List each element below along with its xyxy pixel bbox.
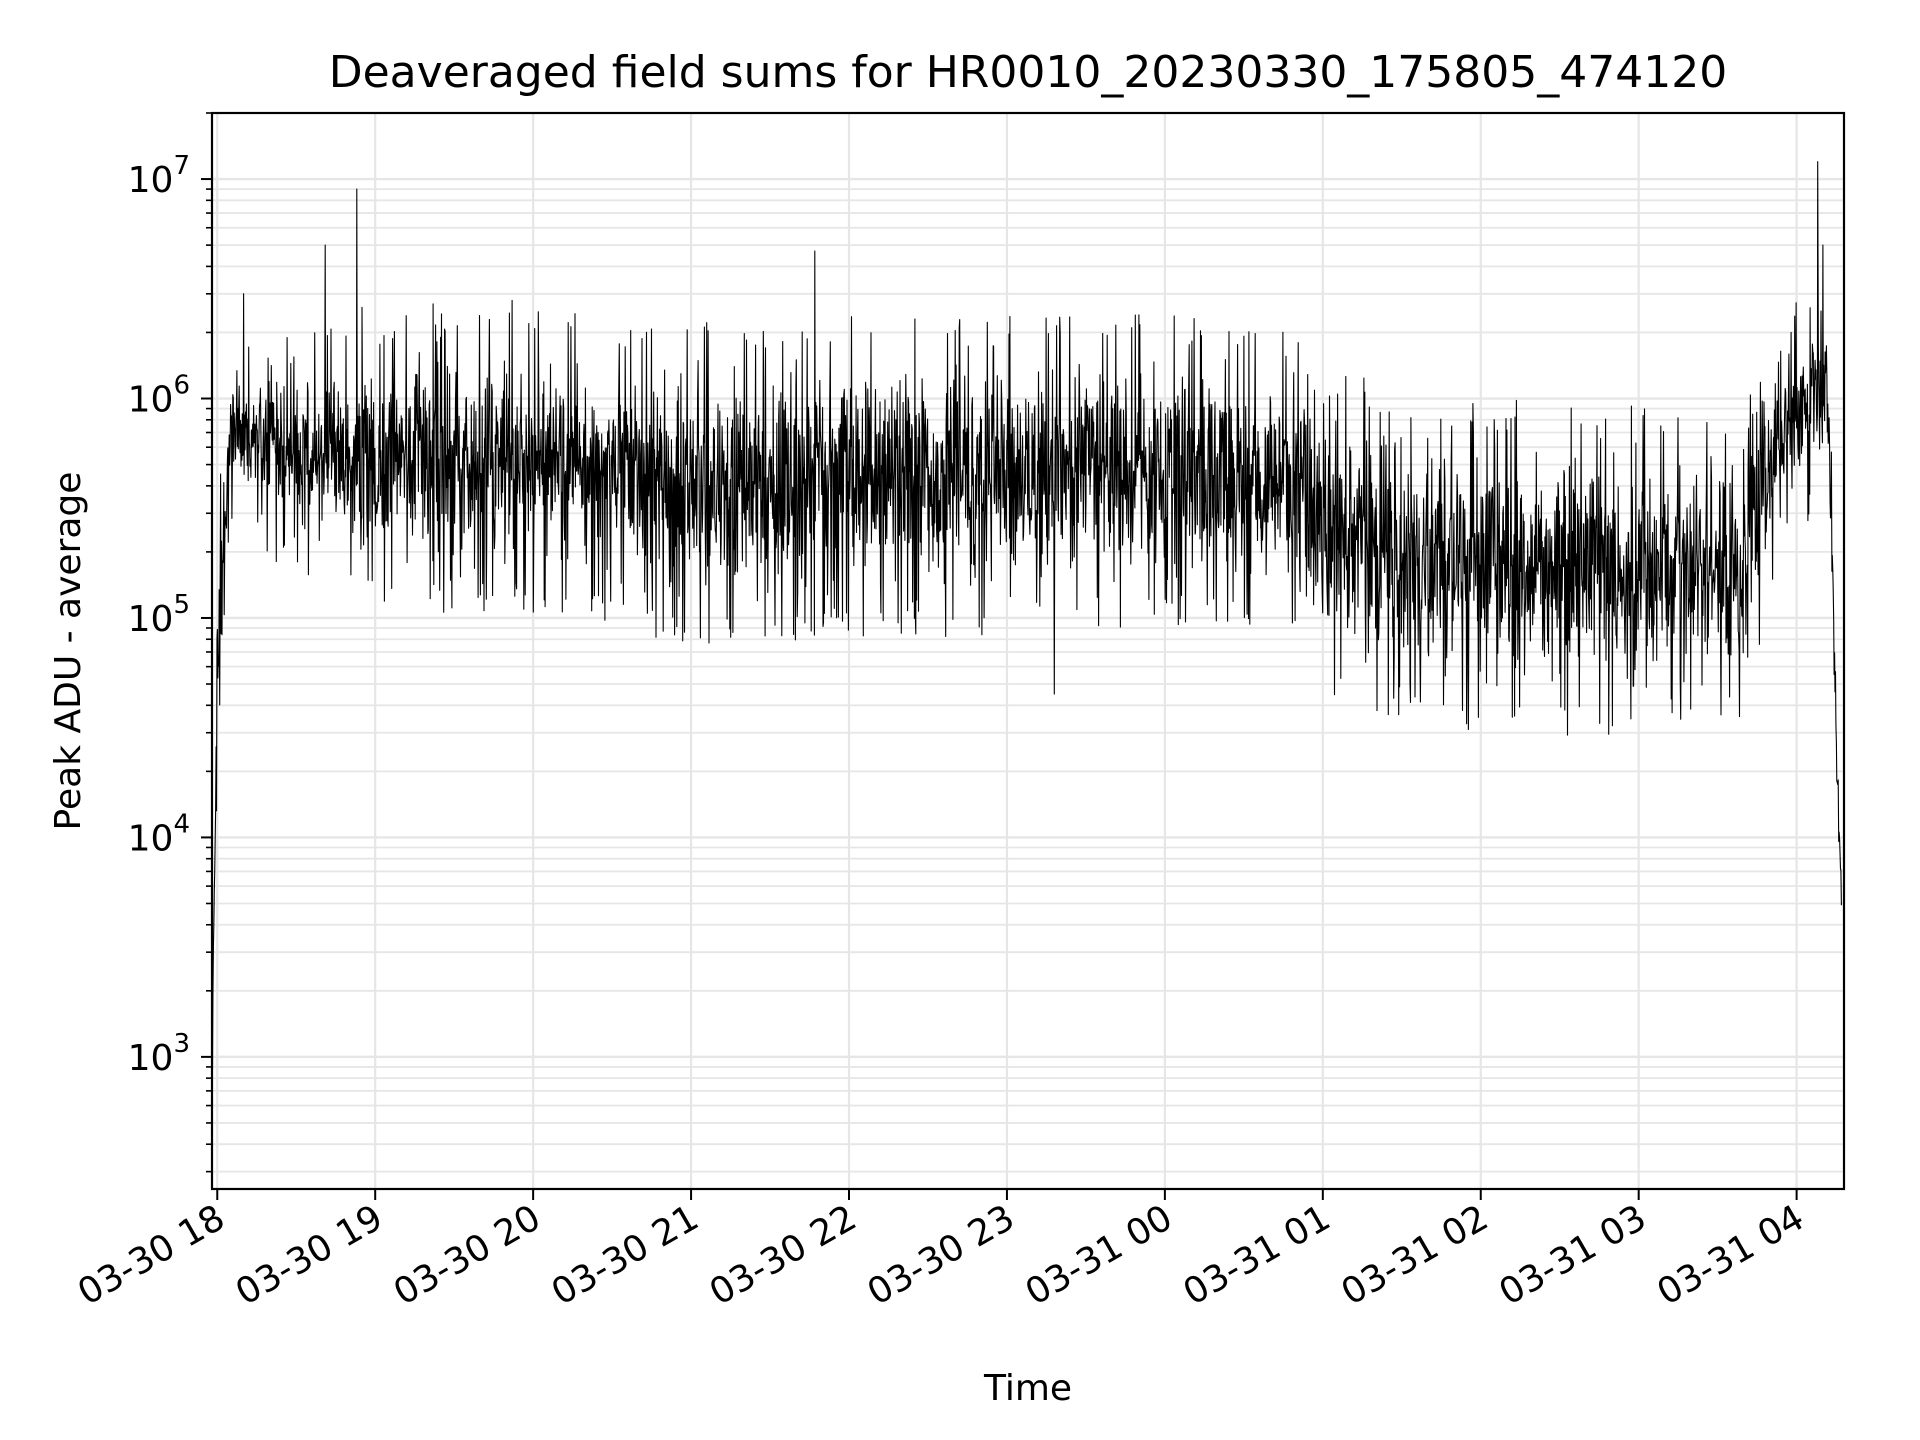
x-tick-label: 03-31 04 xyxy=(1650,1197,1811,1313)
plot-frame xyxy=(210,111,1846,1191)
y-tick-label: 106 xyxy=(128,371,190,421)
y-axis-label: Peak ADU - average xyxy=(48,472,89,831)
x-tick-label: 03-31 02 xyxy=(1335,1197,1496,1313)
x-tick-label: 03-30 21 xyxy=(545,1197,706,1313)
x-tick-label: 03-30 20 xyxy=(387,1197,548,1313)
y-axis: 103 104 105 106 107 xyxy=(128,112,212,1173)
x-tick-label: 03-31 00 xyxy=(1019,1197,1180,1313)
x-tick-label: 03-30 18 xyxy=(71,1197,232,1313)
x-tick-label: 03-31 01 xyxy=(1177,1197,1338,1313)
y-tick-label: 107 xyxy=(128,151,190,201)
y-tick-label: 105 xyxy=(128,590,190,640)
y-tick-label: 104 xyxy=(128,809,190,859)
x-tick-label: 03-30 19 xyxy=(229,1197,390,1313)
grid xyxy=(212,112,1844,1189)
x-axis-label: Time xyxy=(983,1368,1072,1409)
x-tick-label: 03-31 03 xyxy=(1493,1197,1654,1313)
chart-title: Deaveraged field sums for HR0010_2023033… xyxy=(329,47,1728,98)
series-line-path xyxy=(211,161,1842,1112)
x-tick-label: 03-30 23 xyxy=(861,1197,1022,1313)
x-tick-label: 03-30 22 xyxy=(703,1197,864,1313)
series-line xyxy=(211,161,1842,1112)
y-tick-label: 103 xyxy=(128,1029,190,1079)
